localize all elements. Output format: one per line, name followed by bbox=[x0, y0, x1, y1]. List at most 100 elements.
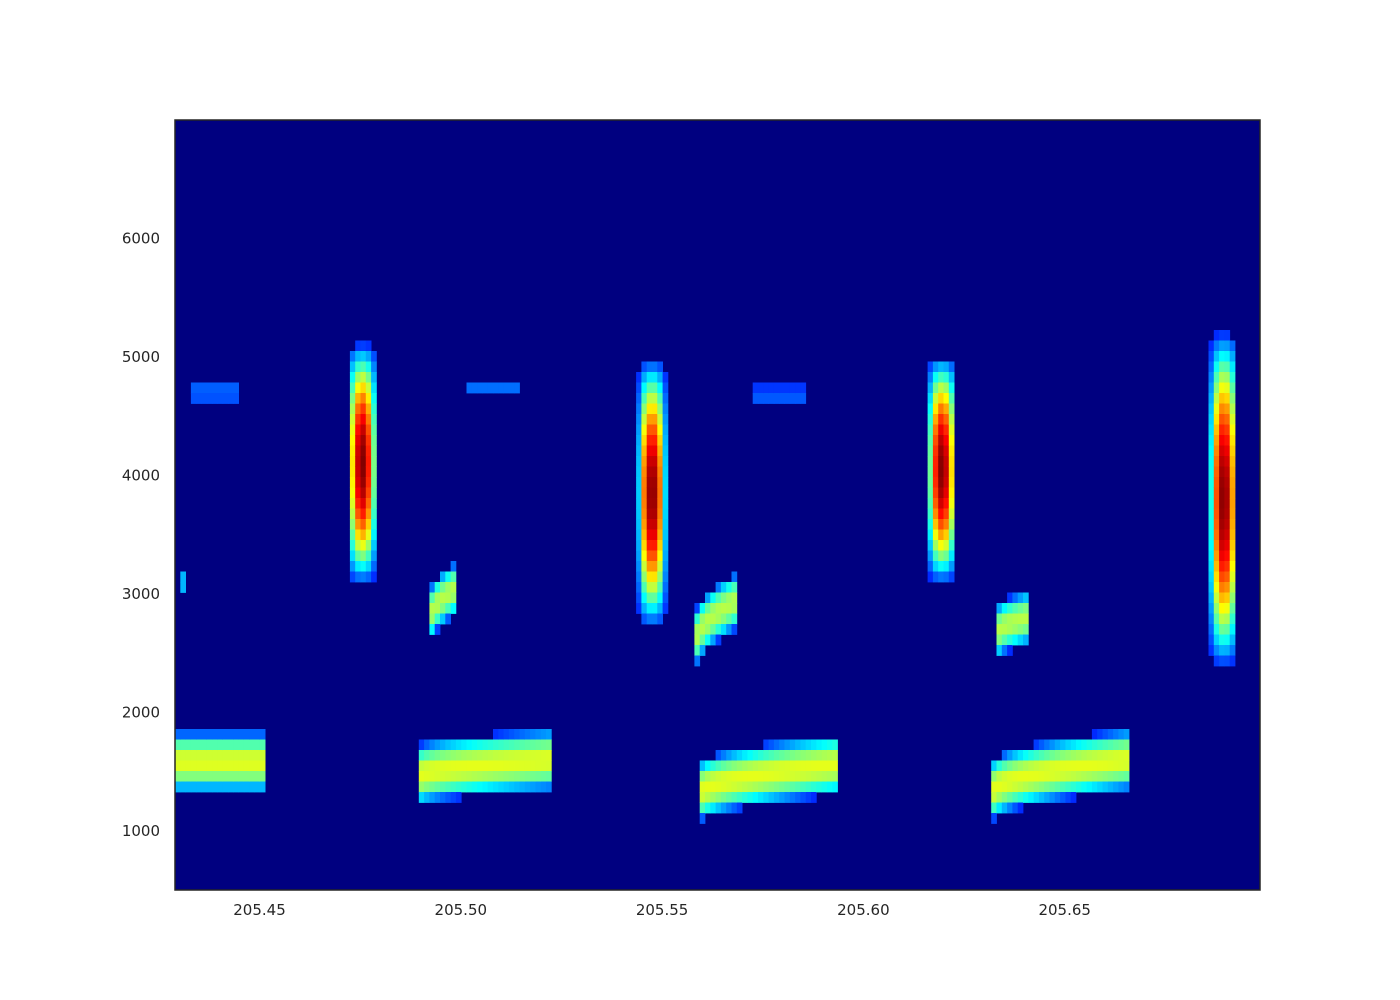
heatmap-cell bbox=[243, 739, 250, 751]
heatmap-cell bbox=[1219, 477, 1225, 488]
heatmap-cell bbox=[789, 760, 796, 772]
heatmap-cell bbox=[206, 739, 213, 751]
heatmap-cell bbox=[948, 372, 955, 383]
heatmap-cell bbox=[715, 603, 722, 614]
heatmap-cell bbox=[736, 750, 743, 761]
heatmap-cell bbox=[440, 771, 446, 782]
heatmap-cell bbox=[371, 519, 377, 530]
heatmap-cell bbox=[1229, 477, 1236, 488]
heatmap-cell bbox=[705, 781, 711, 793]
heatmap-cell bbox=[752, 382, 759, 394]
heatmap-cell bbox=[349, 372, 356, 383]
heatmap-cell bbox=[1017, 592, 1024, 604]
heatmap-cell bbox=[365, 456, 372, 467]
heatmap-cell bbox=[1224, 655, 1231, 667]
heatmap-cell bbox=[800, 393, 807, 404]
heatmap-cell bbox=[1012, 634, 1019, 646]
heatmap-cell bbox=[662, 414, 669, 425]
heatmap-cell bbox=[938, 519, 944, 530]
heatmap-cell bbox=[355, 508, 361, 520]
heatmap-cell bbox=[1023, 771, 1029, 782]
heatmap-cell bbox=[355, 382, 361, 394]
heatmap-cell bbox=[259, 771, 266, 782]
heatmap-cell bbox=[498, 771, 504, 782]
heatmap-cell bbox=[991, 771, 997, 782]
heatmap-cell bbox=[710, 802, 716, 814]
heatmap-cell bbox=[1118, 739, 1125, 751]
heatmap-cell bbox=[546, 771, 552, 782]
heatmap-cell bbox=[662, 456, 669, 467]
heatmap-cell bbox=[736, 760, 743, 772]
heatmap-cell bbox=[418, 739, 425, 751]
heatmap-cell bbox=[652, 414, 658, 425]
heatmap-cell bbox=[932, 372, 939, 383]
heatmap-cell bbox=[943, 550, 950, 562]
heatmap-cell bbox=[1097, 771, 1103, 782]
heatmap-cell bbox=[641, 508, 648, 520]
heatmap-cell bbox=[763, 382, 769, 394]
heatmap-cell bbox=[657, 540, 663, 551]
heatmap-cell bbox=[212, 760, 218, 772]
heatmap-cell bbox=[355, 393, 361, 404]
heatmap-cell bbox=[943, 477, 950, 488]
heatmap-cell bbox=[641, 561, 648, 572]
heatmap-cell bbox=[196, 393, 202, 404]
heatmap-cell bbox=[243, 771, 250, 782]
heatmap-cell bbox=[657, 550, 663, 562]
heatmap-cell bbox=[662, 477, 669, 488]
heatmap-cell bbox=[1213, 624, 1220, 635]
heatmap-cell bbox=[445, 771, 451, 782]
heatmap-cell bbox=[1076, 781, 1082, 793]
heatmap-cell bbox=[371, 361, 377, 373]
heatmap-cell bbox=[349, 508, 356, 520]
heatmap-cell bbox=[175, 781, 181, 793]
heatmap-cell bbox=[731, 781, 738, 793]
heatmap-cell bbox=[795, 750, 801, 761]
heatmap-cell bbox=[938, 550, 944, 562]
heatmap-cell bbox=[795, 771, 801, 782]
heatmap-cell bbox=[445, 603, 451, 614]
heatmap-cell bbox=[1054, 760, 1061, 772]
heatmap-cell bbox=[477, 771, 483, 782]
heatmap-cell bbox=[217, 750, 224, 761]
heatmap-cell bbox=[175, 771, 181, 782]
heatmap-cell bbox=[466, 739, 473, 751]
heatmap-cell bbox=[355, 351, 361, 362]
heatmap-cell bbox=[365, 529, 372, 541]
heatmap-cell bbox=[1060, 792, 1066, 803]
heatmap-cell bbox=[641, 519, 648, 530]
heatmap-cell bbox=[514, 771, 520, 782]
heatmap-cell bbox=[646, 540, 653, 551]
heatmap-cell bbox=[779, 750, 785, 761]
heatmap-cell bbox=[201, 739, 208, 751]
x-tick-label: 205.50 bbox=[435, 901, 488, 919]
heatmap-cell bbox=[657, 613, 663, 625]
heatmap-cell bbox=[1017, 760, 1024, 772]
heatmap-cell bbox=[996, 624, 1003, 635]
heatmap-cell bbox=[1213, 571, 1220, 583]
heatmap-cell bbox=[185, 760, 192, 772]
heatmap-cell bbox=[1007, 624, 1013, 635]
heatmap-cell bbox=[535, 729, 542, 740]
heatmap-cell bbox=[371, 435, 377, 446]
heatmap-cell bbox=[731, 571, 738, 583]
heatmap-cell bbox=[524, 760, 531, 772]
heatmap-cell bbox=[832, 760, 838, 772]
heatmap-cell bbox=[434, 792, 441, 803]
heatmap-cell bbox=[736, 802, 743, 814]
heatmap-cell bbox=[795, 393, 801, 404]
heatmap-cell bbox=[424, 760, 430, 772]
heatmap-cell bbox=[773, 760, 780, 772]
heatmap-cell bbox=[1065, 771, 1072, 782]
heatmap-cell bbox=[365, 414, 372, 425]
heatmap-cell bbox=[1208, 456, 1215, 467]
heatmap-cell bbox=[1224, 634, 1231, 646]
heatmap-cell bbox=[784, 750, 791, 761]
heatmap-cell bbox=[1001, 603, 1008, 614]
heatmap-cell bbox=[938, 477, 944, 488]
heatmap-cell bbox=[477, 781, 483, 793]
heatmap-cell bbox=[540, 760, 547, 772]
heatmap-cell bbox=[498, 750, 504, 761]
heatmap-cell bbox=[657, 424, 663, 436]
heatmap-cell bbox=[1213, 519, 1220, 530]
